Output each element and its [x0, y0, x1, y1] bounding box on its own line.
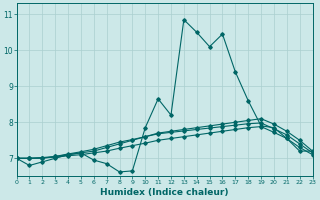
X-axis label: Humidex (Indice chaleur): Humidex (Indice chaleur)	[100, 188, 229, 197]
